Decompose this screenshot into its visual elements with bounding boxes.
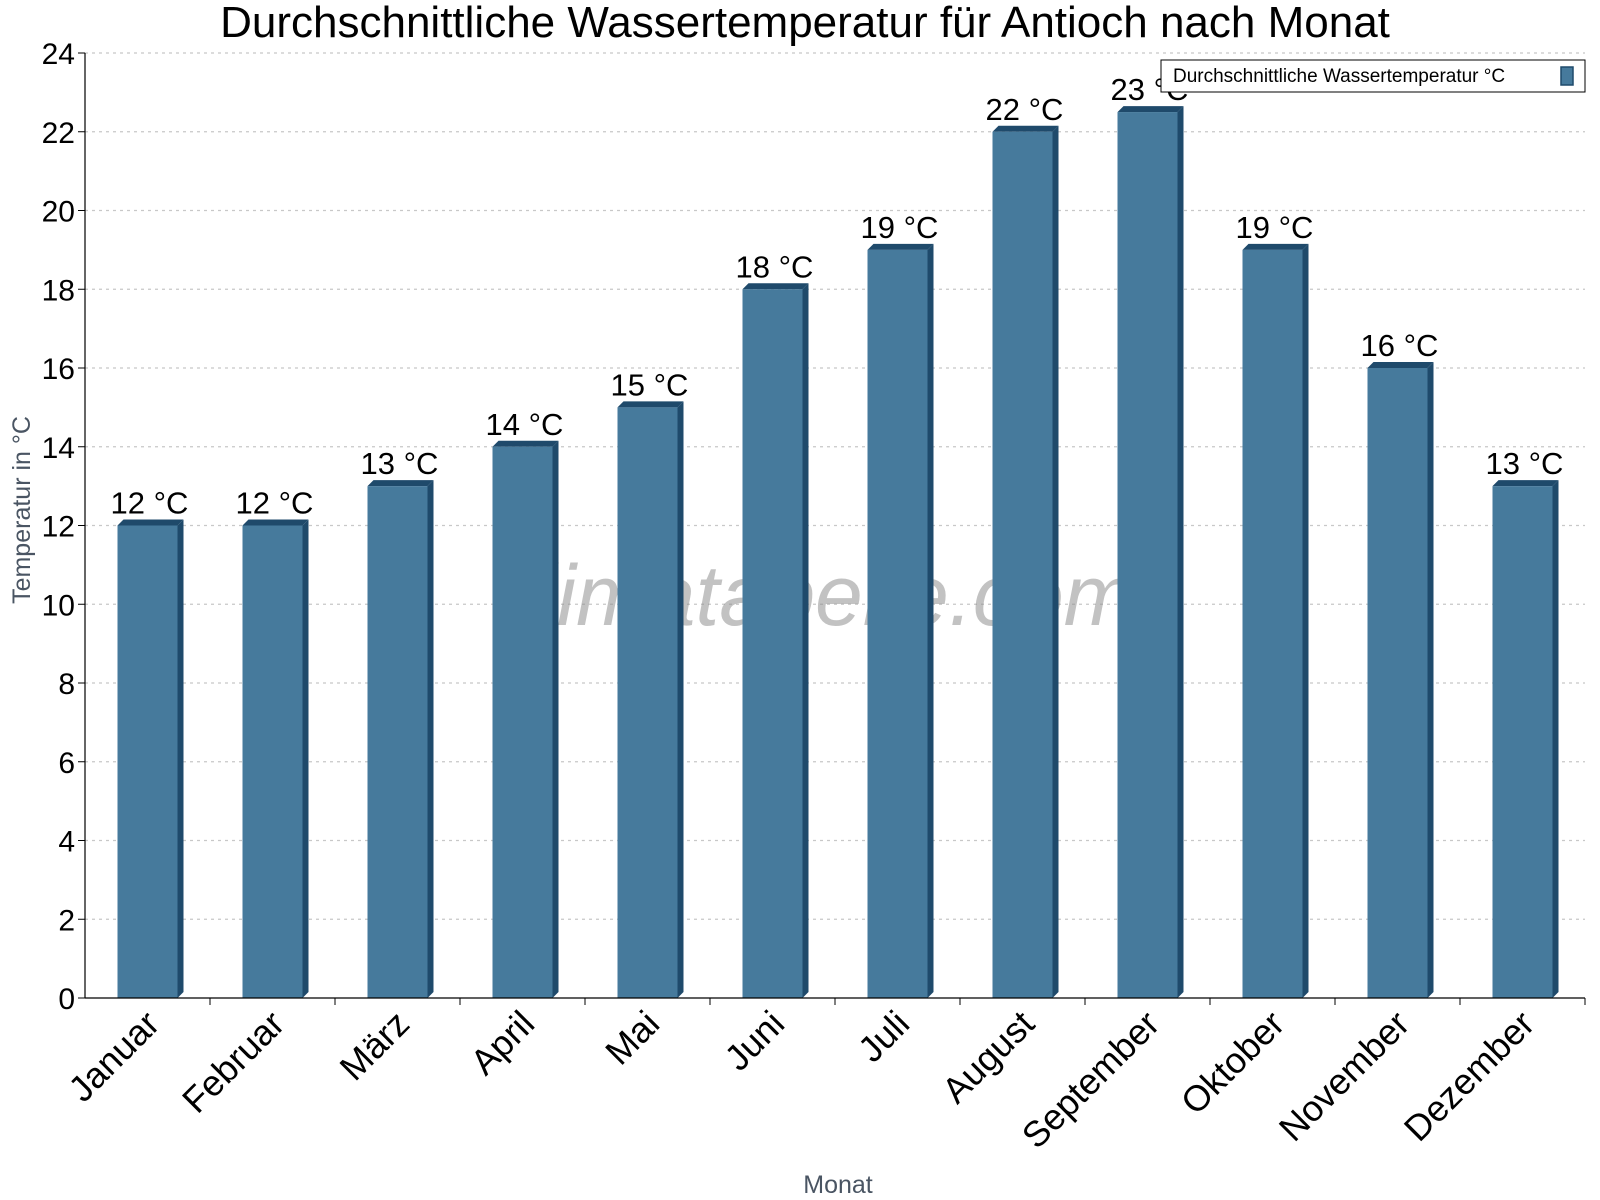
bar-top (117, 519, 184, 526)
data-labels: 12 °C 12 °C 13 °C 14 °C 15 °C 18 °C 19 °C 22 °C… (111, 72, 1564, 520)
bar (1117, 106, 1184, 998)
bar-top (492, 440, 559, 447)
legend-box (1160, 59, 1586, 93)
bar-side (677, 401, 684, 998)
bar (867, 243, 934, 998)
bar (492, 440, 559, 998)
legend-swatch (1560, 66, 1574, 86)
bar-front (742, 289, 803, 998)
y-tick-label: 22 (42, 117, 75, 150)
data-label: 19 °C (1236, 210, 1314, 245)
y-tick-label: 6 (58, 747, 75, 780)
bar-top (992, 125, 1059, 132)
bar-side (1052, 125, 1059, 998)
data-label: 14 °C (486, 407, 564, 442)
bar-top (742, 283, 809, 290)
data-label: 19 °C (861, 210, 939, 245)
data-label: 22 °C (986, 92, 1064, 127)
y-tick-label: 24 (42, 38, 75, 71)
bar-side (1177, 106, 1184, 998)
bar-front (242, 525, 303, 998)
x-tick-label: Juli (850, 1003, 917, 1070)
y-tick-label: 20 (42, 196, 75, 229)
bar (617, 401, 684, 998)
x-tick-label: Dezember (1396, 1003, 1542, 1149)
bars (117, 106, 1559, 998)
bar (1492, 480, 1559, 998)
y-tick-label: 4 (58, 826, 75, 859)
y-tick-label: 0 (58, 983, 75, 1016)
bar-side (1427, 362, 1434, 998)
bar-front (1117, 112, 1178, 998)
bar-front (1367, 368, 1428, 998)
data-label: 15 °C (611, 367, 689, 402)
x-tick-label: Juni (716, 1003, 792, 1079)
data-label: 12 °C (236, 486, 314, 521)
x-tick-label: Januar (60, 1003, 167, 1110)
bar (1242, 243, 1309, 998)
x-tick-label: März (332, 1003, 418, 1089)
y-tick-label: 12 (42, 511, 75, 544)
bar-side (427, 480, 434, 998)
bar-front (1242, 249, 1303, 998)
data-label: 16 °C (1361, 328, 1439, 363)
bar-side (1302, 243, 1309, 998)
bar-top (867, 243, 934, 250)
bar-side (927, 243, 934, 998)
bar-side (302, 519, 309, 998)
y-tick-label: 14 (42, 432, 75, 465)
bar-front (992, 131, 1053, 998)
data-label: 18 °C (736, 249, 814, 284)
x-tick-label: Februar (174, 1003, 292, 1121)
legend: Durchschnittliche Wassertemperatur °C (1160, 59, 1586, 93)
data-label: 12 °C (111, 486, 189, 521)
bar-top (1367, 362, 1434, 368)
bar-front (117, 525, 178, 998)
bar (117, 519, 184, 998)
bar-top (1492, 480, 1559, 487)
x-tick-label: Mai (597, 1003, 667, 1073)
x-tick-label: November (1271, 1003, 1417, 1149)
x-axis-title: Monat (803, 1171, 873, 1199)
x-tick-label: April (462, 1003, 542, 1083)
data-label: 13 °C (1486, 446, 1564, 481)
y-tick-label: 2 (58, 904, 75, 937)
chart-title: Durchschnittliche Wassertemperatur für A… (220, 0, 1390, 47)
x-tick-label: September (1014, 1003, 1168, 1157)
bar-front (492, 446, 553, 998)
axes (78, 52, 1586, 1005)
bar-top (1117, 106, 1184, 113)
bar-top (1242, 243, 1309, 250)
bar-side (552, 440, 559, 998)
gridlines (85, 52, 1585, 920)
bar-top (367, 480, 434, 487)
bar (367, 480, 434, 998)
y-axis-title: Temperatur in °C (8, 416, 36, 604)
y-tick-label: 10 (42, 589, 75, 622)
x-tick-label: August (934, 1003, 1042, 1111)
bar-front (367, 486, 428, 998)
y-tick-label: 18 (42, 274, 75, 307)
y-tick-label: 8 (58, 668, 75, 701)
bar-front (867, 249, 928, 998)
bar (242, 519, 309, 998)
bar (992, 125, 1059, 998)
bar-front (1492, 486, 1553, 998)
y-tick-label: 16 (42, 353, 75, 386)
bar (1367, 362, 1434, 998)
bar-side (802, 283, 809, 998)
bar-top (242, 519, 309, 526)
legend-label: Durchschnittliche Wassertemperatur °C (1173, 66, 1505, 87)
data-label: 13 °C (361, 446, 439, 481)
bar (742, 283, 809, 998)
x-tick-label: Oktober (1173, 1003, 1293, 1123)
bar-side (1552, 480, 1559, 998)
bar-front (617, 407, 678, 998)
bar-side (177, 519, 184, 998)
bar-top (617, 401, 684, 408)
